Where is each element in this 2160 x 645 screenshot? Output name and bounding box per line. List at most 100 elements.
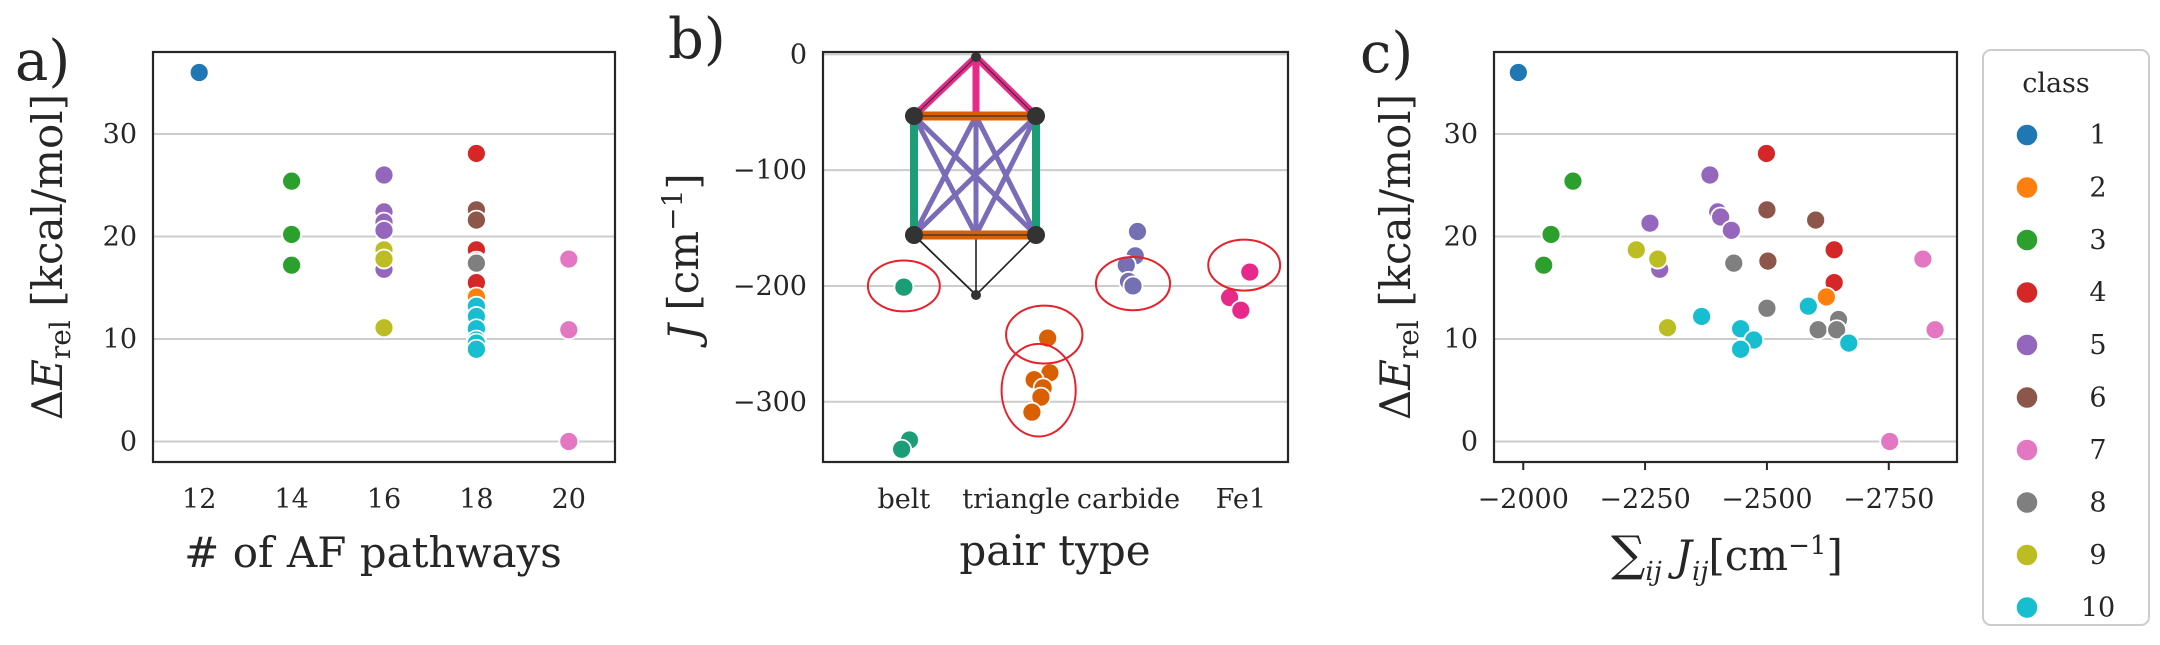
- highlight-ellipse: [1005, 304, 1084, 365]
- data-point: [1037, 327, 1059, 349]
- data-point: [1730, 338, 1752, 360]
- y-tick-label: 0: [1461, 427, 1478, 458]
- legend: class 1 2 3 4 5 6 7 8 9 10: [1982, 49, 2150, 626]
- y-tick-label: −300: [733, 387, 807, 418]
- data-point: [893, 276, 915, 298]
- cluster-node: [971, 290, 981, 300]
- highlight-ellipse: [866, 259, 941, 313]
- legend-marker: [2015, 438, 2039, 462]
- data-point: [1757, 250, 1779, 272]
- legend-marker: [2015, 595, 2039, 620]
- data-point: [1823, 239, 1845, 261]
- x-tick-label: 14: [274, 484, 308, 515]
- panel-b-label: b): [668, 7, 726, 72]
- panel-b-frame: [821, 50, 1290, 464]
- data-point: [1647, 248, 1669, 270]
- data-point: [1797, 295, 1819, 317]
- data-point: [373, 248, 395, 270]
- y-tick-label: −200: [733, 271, 807, 302]
- panel-b-xlabel: pair type: [959, 526, 1150, 575]
- cluster-node: [905, 226, 923, 244]
- data-point: [1021, 401, 1043, 423]
- legend-marker: [2015, 543, 2039, 567]
- data-point: [1239, 261, 1261, 283]
- highlight-ellipse: [1094, 256, 1172, 312]
- panel-a-xlabel: # of AF pathways: [184, 528, 562, 577]
- y-tick-label: 10: [103, 324, 137, 355]
- legend-label: 1: [2089, 120, 2106, 151]
- legend-label: 8: [2089, 488, 2106, 519]
- x-tick-label: −2250: [1599, 484, 1690, 515]
- x-tick-label: −2000: [1478, 484, 1569, 515]
- data-point: [373, 164, 395, 186]
- data-point: [1756, 297, 1778, 319]
- x-tick-label: 18: [459, 484, 493, 515]
- x-tick-label: belt: [877, 484, 930, 515]
- x-tick-label: −2750: [1843, 484, 1934, 515]
- data-point: [1756, 143, 1777, 164]
- y-tick-label: 10: [1444, 324, 1478, 355]
- data-point: [1815, 286, 1837, 308]
- cluster-inset: [905, 52, 1045, 300]
- x-tick-label: 16: [367, 484, 401, 515]
- data-point: [1826, 319, 1848, 341]
- legend-label: 2: [2089, 173, 2106, 204]
- panel-b-ylabel: J [cm−1]: [656, 173, 708, 349]
- data-point: [1756, 199, 1778, 221]
- x-tick-label: triangle: [962, 484, 1070, 515]
- data-point: [1838, 332, 1860, 354]
- data-point: [465, 338, 487, 360]
- cluster-node: [1027, 226, 1045, 244]
- legend-label: 5: [2089, 330, 2106, 361]
- data-point: [1625, 239, 1647, 261]
- y-tick-label: 0: [790, 39, 807, 70]
- panel-a: a) 12 14 16 18 20 0 10 20 30 # of AF pathways Δ…: [15, 29, 617, 577]
- y-tick-label: 20: [1444, 222, 1478, 253]
- data-point: [1710, 206, 1732, 228]
- data-point: [1805, 209, 1827, 231]
- data-point: [281, 170, 303, 192]
- legend-frame: [1982, 49, 2150, 626]
- panel-c: c) −2000 −2250 −2500 −2750 0 10 20 30 ∑ij Jij[…: [1360, 21, 1959, 587]
- cluster-node: [1027, 107, 1045, 125]
- data-point: [1657, 317, 1678, 339]
- legend-marker: [2015, 490, 2039, 515]
- data-point: [465, 252, 487, 274]
- legend-marker: [2015, 228, 2039, 252]
- legend-marker: [2015, 280, 2039, 305]
- x-tick-label: 20: [552, 484, 586, 515]
- cluster-edge: [975, 234, 1037, 296]
- data-point: [1879, 431, 1901, 452]
- cluster-edge: [913, 234, 977, 296]
- data-point: [1912, 248, 1934, 270]
- x-tick-label: carbide: [1077, 484, 1180, 515]
- cluster-edge: [973, 113, 1039, 238]
- data-point: [891, 438, 913, 460]
- data-point: [1723, 252, 1745, 274]
- legend-marker: [2015, 123, 2039, 147]
- data-point: [1127, 221, 1148, 242]
- x-tick-label: 12: [182, 484, 216, 515]
- data-point: [1699, 164, 1721, 186]
- legend-label: 4: [2089, 278, 2106, 309]
- data-point: [1562, 170, 1584, 192]
- panel-c-frame: [1492, 50, 1959, 464]
- data-point: [281, 224, 303, 245]
- y-tick-label: 30: [1444, 119, 1478, 150]
- panel-c-ylabel: ΔErel [kcal/mol]: [1371, 94, 1425, 420]
- x-tick-label: −2500: [1721, 484, 1812, 515]
- legend-label: 6: [2089, 383, 2106, 414]
- data-point: [1730, 318, 1752, 340]
- data-point: [188, 62, 210, 83]
- legend-marker: [2015, 385, 2039, 410]
- y-tick-label: 0: [120, 427, 137, 458]
- data-point: [373, 317, 395, 339]
- data-point: [465, 209, 487, 231]
- legend-label: 10: [2081, 593, 2115, 624]
- data-point: [1540, 224, 1562, 245]
- data-point: [1122, 275, 1144, 297]
- legend-label: 7: [2089, 435, 2106, 466]
- cluster-edge: [913, 56, 977, 117]
- cluster-node: [905, 107, 923, 125]
